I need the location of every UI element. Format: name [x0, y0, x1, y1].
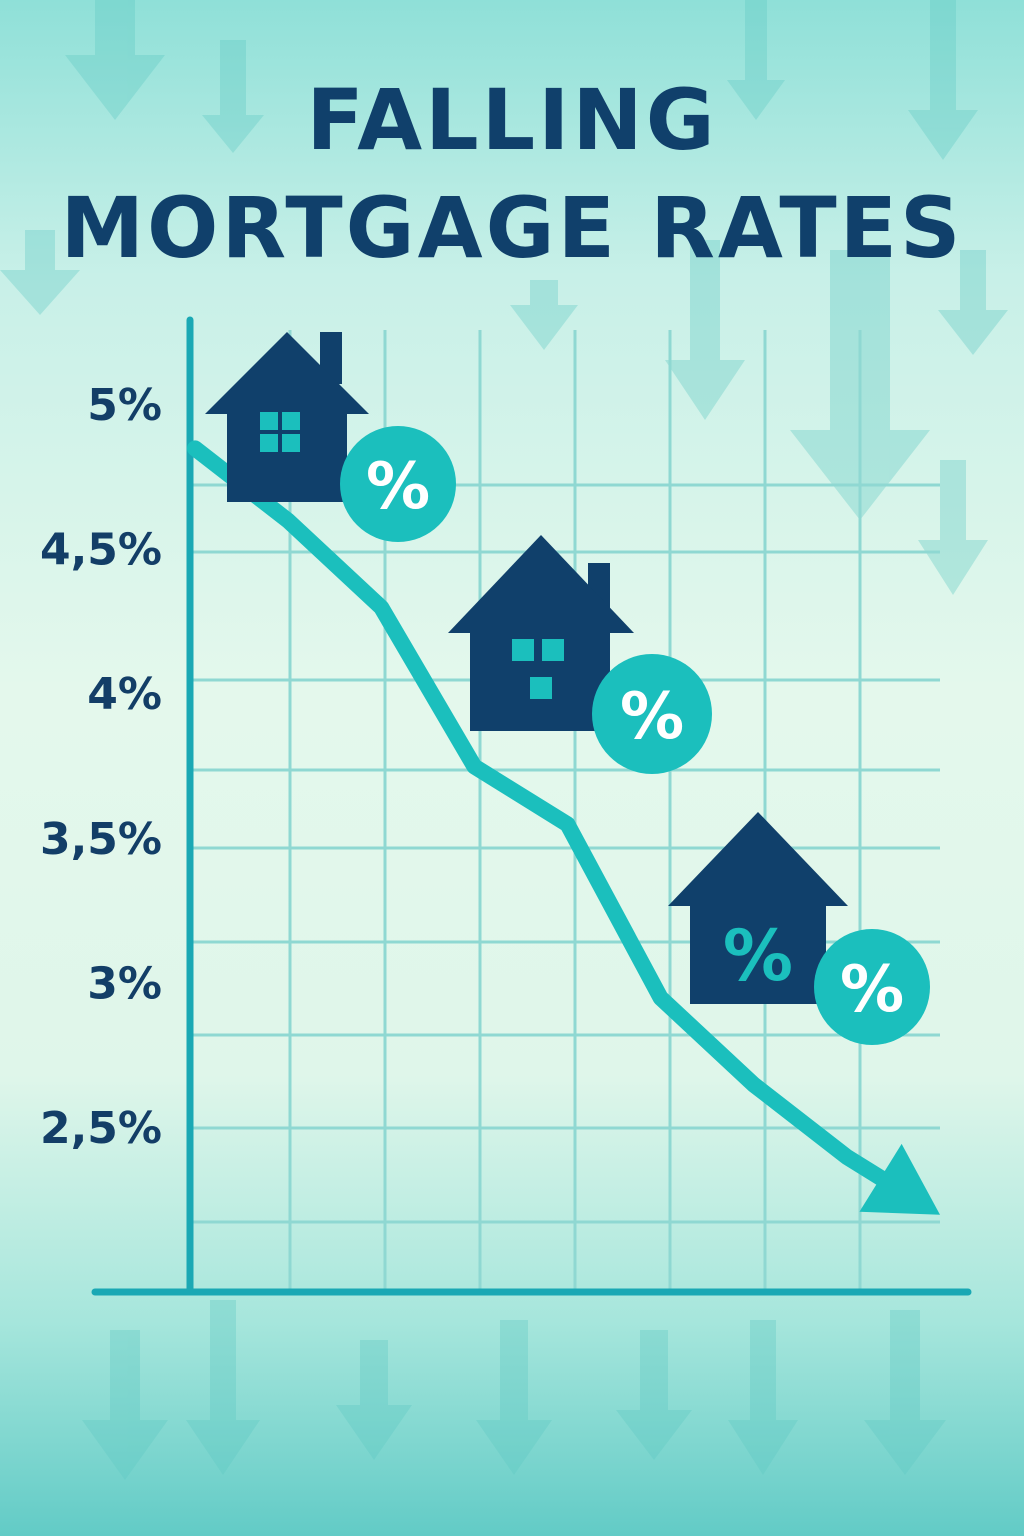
down-arrow-icon [82, 1330, 168, 1480]
chart-title-line-1: FALLING [306, 71, 718, 169]
percent-badge-icon: % [814, 929, 930, 1045]
percent-badge-icon: % [340, 426, 456, 542]
down-arrow-icon [336, 1340, 412, 1460]
down-arrow-icon [476, 1320, 552, 1475]
trend-arrowhead-icon [859, 1143, 940, 1215]
svg-text:%: % [620, 680, 684, 754]
series-group [187, 440, 940, 1215]
down-arrow-icon [727, 0, 785, 120]
y-tick-label: 3% [87, 958, 162, 1009]
down-arrow-icon [616, 1330, 692, 1460]
down-arrow-icon [65, 0, 165, 120]
down-arrow-icon [908, 0, 978, 160]
down-arrow-icon [864, 1310, 946, 1475]
down-arrow-icon [0, 230, 80, 315]
down-arrow-icon [202, 40, 264, 153]
down-arrow-icon [728, 1320, 798, 1475]
house-icon [448, 535, 634, 731]
down-arrow-icon [938, 250, 1008, 355]
y-tick-label: 4% [87, 669, 162, 720]
down-arrow-icon [665, 240, 745, 420]
svg-text:%: % [723, 915, 793, 997]
house-icon [205, 332, 369, 502]
chart-title-line-2: MORTGAGE RATES [60, 179, 964, 277]
series-line [187, 440, 915, 1202]
y-tick-label: 2,5% [40, 1103, 162, 1154]
down-arrow-icon [510, 280, 578, 350]
svg-text:%: % [366, 450, 430, 524]
percent-badge-icon: % [592, 654, 712, 774]
y-tick-label: 3,5% [40, 814, 162, 865]
y-tick-label: 5% [87, 380, 162, 431]
house-icon: % [668, 812, 848, 1004]
y-tick-labels: 5% 4,5% 4% 3,5% 3% 2,5% [40, 380, 162, 1154]
y-tick-label: 4,5% [40, 525, 162, 576]
down-arrow-icon [186, 1300, 260, 1475]
svg-text:%: % [840, 953, 904, 1027]
down-arrow-icon [918, 460, 988, 595]
